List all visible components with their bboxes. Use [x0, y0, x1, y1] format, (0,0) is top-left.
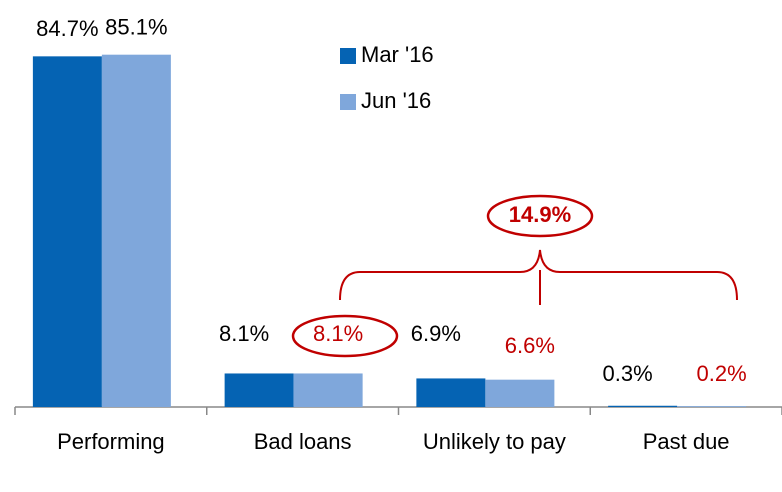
brace — [339, 249, 738, 301]
data-label: 84.7% — [36, 16, 98, 41]
highlight-ellipse — [486, 194, 594, 238]
data-label: 6.6% — [505, 333, 555, 358]
highlight-ellipse — [291, 314, 399, 358]
x-tick-label: Bad loans — [253, 429, 352, 454]
bar — [293, 373, 363, 407]
data-label: 0.2% — [697, 361, 747, 386]
x-tick-label: Performing — [57, 429, 165, 454]
legend-swatch — [340, 94, 356, 110]
bar — [485, 379, 555, 407]
annotation: 14.9% — [509, 202, 571, 227]
bar — [32, 56, 102, 407]
legend-label: Mar '16 — [361, 42, 434, 67]
data-label: 85.1% — [105, 14, 167, 39]
data-label: 8.1% — [219, 321, 269, 346]
data-label: 6.9% — [411, 321, 461, 346]
data-label: 0.3% — [603, 361, 653, 386]
bar — [608, 405, 678, 407]
bar — [224, 373, 294, 407]
x-tick-label: Past due — [642, 429, 730, 454]
x-tick-label: Unlikely to pay — [422, 429, 566, 454]
legend-label: Jun '16 — [361, 88, 431, 113]
bar — [677, 406, 747, 407]
data-label: 8.1% — [313, 321, 363, 346]
legend-swatch — [340, 48, 356, 64]
bar — [416, 378, 486, 407]
bar — [101, 54, 171, 407]
